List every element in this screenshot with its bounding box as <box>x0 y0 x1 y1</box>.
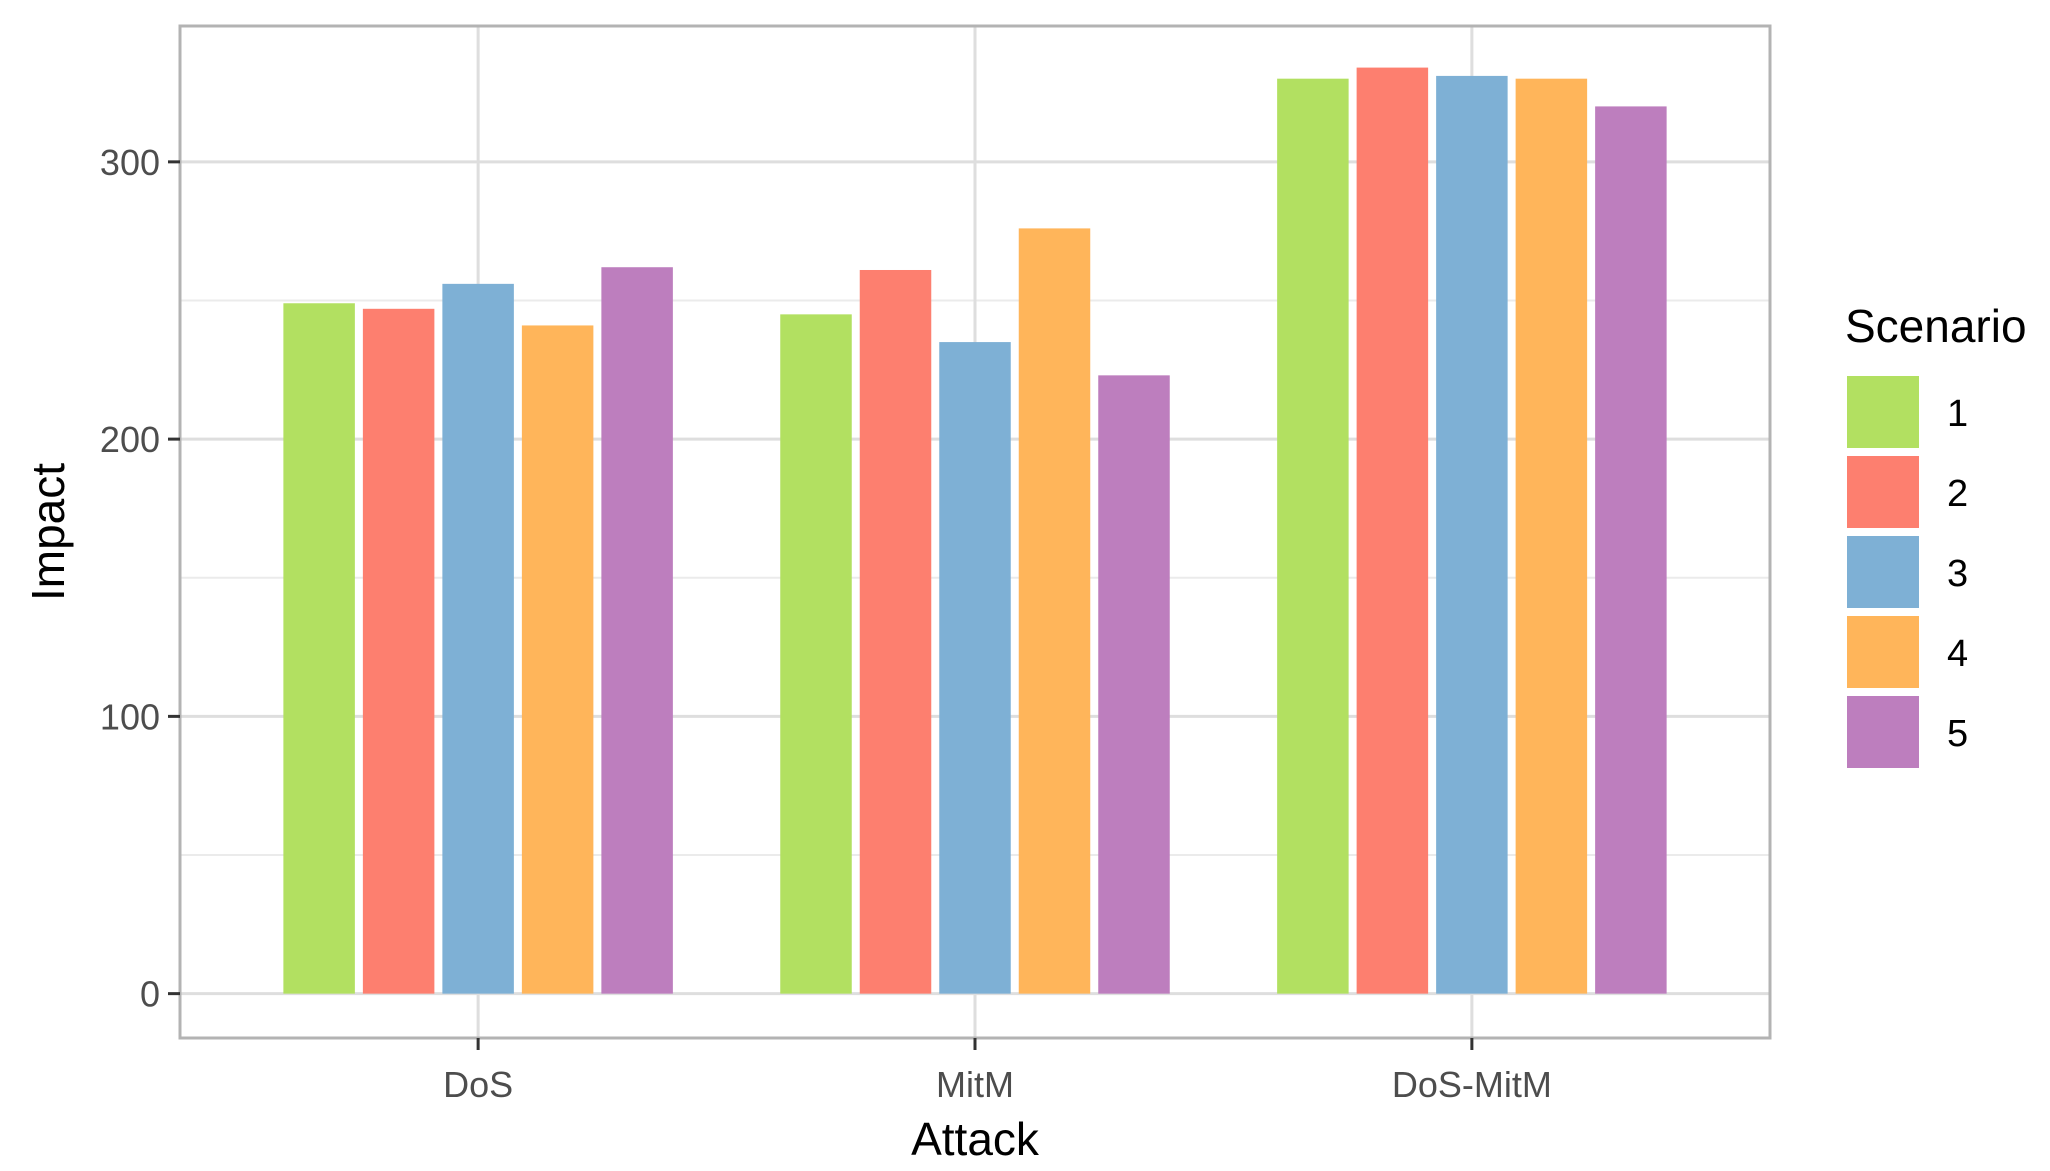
x-tick-label: DoS <box>443 1064 513 1105</box>
legend-label-4: 4 <box>1947 633 1968 675</box>
legend-title: Scenario <box>1845 300 2027 352</box>
y-tick-label: 0 <box>140 974 160 1015</box>
y-tick-label: 300 <box>100 142 160 183</box>
bar-DoS-MitM-scenario-3 <box>1436 75 1508 994</box>
y-tick-label: 100 <box>100 696 160 737</box>
x-axis: DoS MitM DoS-MitM <box>443 1038 1552 1105</box>
y-axis-title: Impact <box>22 463 74 601</box>
bar-MitM-scenario-2 <box>859 269 932 994</box>
bar-DoS-MitM-scenario-2 <box>1356 67 1429 994</box>
bar-DoS-MitM-scenario-1 <box>1277 78 1349 994</box>
legend-label-2: 2 <box>1947 473 1968 515</box>
bar-DoS-MitM-scenario-4 <box>1515 78 1588 994</box>
legend-label-5: 5 <box>1947 713 1968 755</box>
bar-DoS-scenario-3 <box>442 283 514 994</box>
legend-label-1: 1 <box>1947 393 1968 435</box>
bar-DoS-MitM-scenario-5 <box>1595 106 1667 994</box>
y-tick-label: 200 <box>100 419 160 460</box>
legend: Scenario 1 2 3 4 5 <box>1845 300 2027 768</box>
legend-items: 1 2 3 4 5 <box>1847 376 1968 768</box>
x-tick-label: DoS-MitM <box>1392 1064 1552 1105</box>
legend-key-1 <box>1847 376 1919 448</box>
y-axis: 0 100 200 300 <box>100 142 180 1015</box>
legend-key-5 <box>1847 696 1919 768</box>
bar-DoS-scenario-4 <box>521 325 594 994</box>
bars <box>283 67 1667 994</box>
legend-key-3 <box>1847 536 1919 608</box>
bar-MitM-scenario-1 <box>780 314 852 994</box>
bar-DoS-scenario-5 <box>601 267 673 994</box>
bar-MitM-scenario-4 <box>1018 228 1091 994</box>
bar-MitM-scenario-5 <box>1098 375 1170 994</box>
legend-key-2 <box>1847 456 1919 528</box>
bar-DoS-scenario-2 <box>362 308 435 994</box>
x-tick-label: MitM <box>936 1064 1014 1105</box>
legend-label-3: 3 <box>1947 553 1968 595</box>
bar-MitM-scenario-3 <box>939 342 1011 994</box>
legend-key-4 <box>1847 616 1919 688</box>
x-axis-title: Attack <box>911 1113 1040 1165</box>
bar-DoS-scenario-1 <box>283 303 355 994</box>
